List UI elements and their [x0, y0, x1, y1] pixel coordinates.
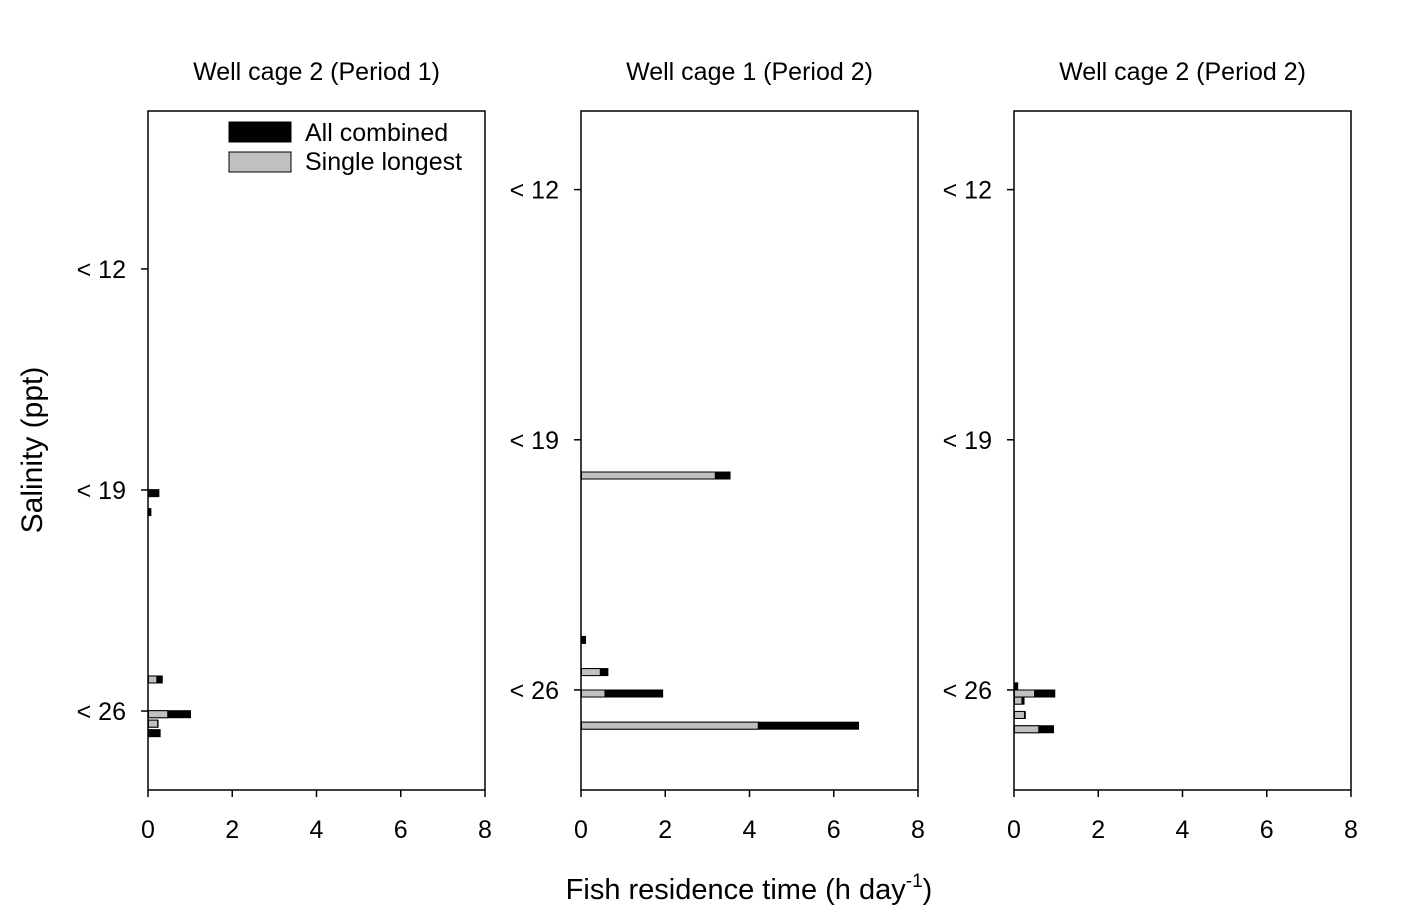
plot-frame [1013, 110, 1352, 791]
panel-title: Well cage 2 (Period 1) [193, 58, 440, 86]
bar-all-combined [148, 729, 161, 738]
y-tick-label: < 26 [77, 698, 126, 726]
y-tick-label: < 26 [943, 677, 992, 705]
x-axis-label-main: Fish residence time (h day [566, 874, 907, 906]
bar-single-longest [148, 719, 159, 728]
plot-frame [580, 110, 919, 791]
bar-all-combined [1014, 682, 1019, 691]
panel-2: Well cage 1 (Period 2) 0 2 4 6 8 < 12 < 19 < 26 [510, 58, 925, 844]
bar-single-longest [1014, 710, 1025, 719]
panel-3: Well cage 2 (Period 2) 0 2 4 6 8 < 12 < 19 < 26 [943, 58, 1358, 844]
x-axis-label-end: ) [923, 874, 933, 906]
x-tick-label: 0 [574, 816, 588, 844]
panel-title: Well cage 1 (Period 2) [626, 58, 873, 86]
x-tick-label: 4 [1176, 816, 1190, 844]
x-tick-label: 8 [478, 816, 492, 844]
panels: Well cage 2 (Period 1)0 2 4 6 8< 12< 19< 26W… [77, 58, 1358, 844]
y-tick-label: < 12 [510, 177, 559, 205]
bar-single-longest [1014, 725, 1040, 734]
bar-all-combined [581, 689, 664, 698]
x-tick-label: 2 [225, 816, 239, 844]
legend-swatch-single-longest [228, 151, 292, 173]
y-tick-label: < 19 [510, 427, 559, 455]
x-tick-label: 8 [911, 816, 925, 844]
bar-all-combined [148, 489, 160, 498]
bar-all-combined [148, 710, 191, 719]
y-axis-label: Salinity (ppt) [16, 367, 49, 534]
x-tick-label: 8 [1344, 816, 1358, 844]
panel-title: Well cage 2 (Period 2) [1059, 58, 1306, 86]
y-tick-label: < 12 [943, 177, 992, 205]
panel-1: Well cage 2 (Period 1) 0 2 4 6 8 < 12 < 19 < 26 [77, 58, 492, 844]
plot-frame [147, 110, 486, 791]
bar-single-longest [1014, 696, 1023, 705]
legend-label-single-longest: Single longest [305, 148, 462, 176]
legend-label-all-combined: All combined [305, 119, 448, 147]
x-tick-label: 4 [310, 816, 324, 844]
bar-single-longest [581, 668, 601, 677]
x-axis-label: Fish residence time (h day-1) [566, 871, 933, 906]
x-tick-label: 6 [394, 816, 408, 844]
y-tick-label: < 26 [510, 677, 559, 705]
legend: All combined Single longest [228, 119, 462, 176]
bar-single-longest [581, 689, 606, 698]
bar-single-longest [1014, 689, 1036, 698]
y-tick-label: < 19 [943, 427, 992, 455]
legend-swatch-all-combined [228, 121, 292, 143]
y-tick-label: < 12 [77, 256, 126, 284]
x-tick-label: 2 [1091, 816, 1105, 844]
y-tick-label: < 19 [77, 477, 126, 505]
bar-single-longest [148, 675, 158, 684]
x-tick-label: 2 [658, 816, 672, 844]
x-axis-label-superscript: -1 [906, 871, 923, 892]
bar-single-longest [148, 710, 169, 719]
bar-all-combined [148, 508, 152, 517]
x-tick-label: 6 [827, 816, 841, 844]
bar-single-longest [581, 471, 716, 480]
x-tick-label: 0 [141, 816, 155, 844]
x-tick-label: 0 [1007, 816, 1021, 844]
x-tick-label: 4 [743, 816, 757, 844]
x-tick-label: 6 [1260, 816, 1274, 844]
bar-all-combined [581, 635, 587, 644]
bar-single-longest [581, 721, 759, 730]
